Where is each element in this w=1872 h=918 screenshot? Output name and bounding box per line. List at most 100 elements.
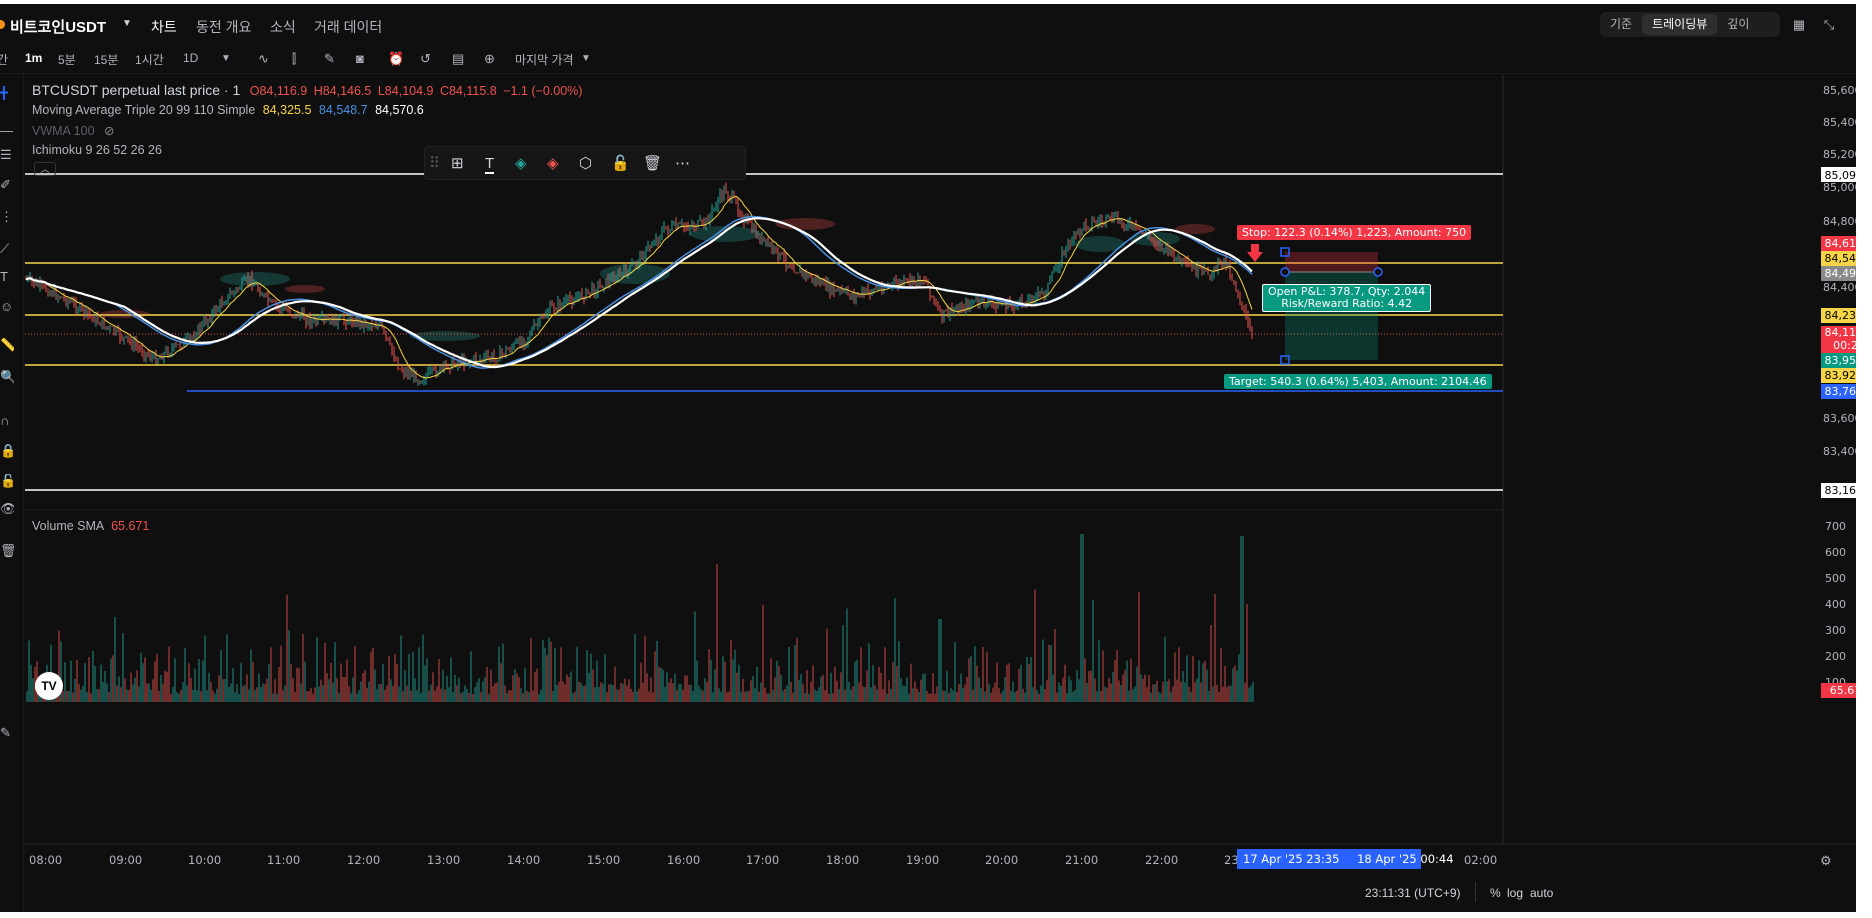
rr-text: Risk/Reward Ratio: 4.42 <box>1281 297 1413 310</box>
line-color-icon[interactable]: ◈ <box>547 155 559 172</box>
lock-drawing-icon[interactable]: 🔒 <box>0 444 14 458</box>
alarm-icon[interactable]: ⏰ <box>388 51 405 66</box>
price-tag-entry[interactable]: 84,494.5 <box>1821 266 1856 281</box>
chart-canvas[interactable] <box>25 74 1856 912</box>
pnl-tag[interactable]: Open P&L: 378.7, Qty: 2.044 Risk/Reward … <box>1262 284 1432 312</box>
chart-area[interactable]: BTCUSDT perpetual last price · 1 O84,116… <box>25 74 1856 912</box>
entry-handle[interactable] <box>1280 267 1290 277</box>
segment-tradingview[interactable]: 트레이딩뷰 <box>1642 14 1718 35</box>
trash-tool-icon[interactable]: 🗑 <box>0 544 14 558</box>
price-tag-target[interactable]: 83,954.2 <box>1821 353 1856 368</box>
fib-tool-icon[interactable]: ☰ <box>0 148 12 162</box>
edit-panel-icon[interactable]: ✎ <box>0 726 11 740</box>
text-tool-icon[interactable]: T <box>0 270 8 284</box>
price-tag-white-bottom[interactable]: 83,166.5 <box>1821 483 1856 498</box>
interval-1m[interactable]: 1m <box>25 51 43 65</box>
more-options-icon[interactable]: ⋯ <box>675 155 690 172</box>
price-tag-blue[interactable]: 83,765.6 <box>1821 384 1856 399</box>
interval-1d[interactable]: 1D <box>183 51 199 65</box>
trendline-tool-icon[interactable]: — <box>0 124 13 138</box>
add-circle-icon[interactable]: ⊕ <box>484 51 495 66</box>
camera-icon[interactable]: ◙ <box>356 51 364 66</box>
chart-settings-icon[interactable]: ⚙ <box>1820 853 1832 868</box>
fill-color-icon[interactable]: ◈ <box>515 155 527 172</box>
price-type-select[interactable]: 마지막 가격 <box>515 53 574 67</box>
price-axis-label: 85,000.0 <box>1823 181 1856 194</box>
segment-depth[interactable]: 깊이 <box>1727 17 1750 31</box>
templates-icon[interactable]: ⊞ <box>451 155 464 172</box>
target-tag[interactable]: Target: 540.3 (0.64%) 5,403, Amount: 210… <box>1224 374 1492 389</box>
settings-icon[interactable]: ⬡ <box>579 155 593 172</box>
delete-icon[interactable]: 🗑 <box>643 155 663 172</box>
projection-tool-icon[interactable]: ⟋ <box>0 242 10 256</box>
symbol-name[interactable]: 비트코인USDT <box>10 19 107 36</box>
auto-scale-toggle[interactable]: auto <box>1530 886 1554 900</box>
indicator-chart-icon[interactable]: ∿ <box>258 51 269 66</box>
eye-hidden-icon[interactable]: ⊘ <box>104 124 115 138</box>
drag-handle-icon[interactable]: ⠿ <box>429 155 440 172</box>
price-tag-yellow-1[interactable]: 84,549.5 <box>1821 251 1856 266</box>
interval-15m[interactable]: 15분 <box>94 53 119 67</box>
segment-basic[interactable]: 기준 <box>1610 17 1633 31</box>
replay-icon[interactable]: ↺ <box>420 51 431 66</box>
price-tag-last[interactable]: 84,115.8 00:27 <box>1821 326 1856 354</box>
pattern-tool-icon[interactable]: ⋮ <box>0 210 13 224</box>
price-tag-yellow-2[interactable]: 84,234.6 <box>1821 308 1856 323</box>
toolbar-cut-label: 간 <box>0 53 9 67</box>
time-axis-label: 14:00 <box>507 853 541 867</box>
collapse-legend-icon[interactable]: ︿ <box>34 162 56 176</box>
candle-type-icon[interactable]: ⫿ <box>292 51 297 66</box>
cloud-segment <box>775 218 835 230</box>
crosshair-tool-icon[interactable]: ╋ <box>0 86 8 100</box>
legend-title: BTCUSDT perpetual last price · 1 <box>32 82 241 98</box>
magnet-tool-icon[interactable]: ∩ <box>0 414 10 428</box>
legend-ma99-value: 84,548.7 <box>318 103 368 117</box>
grid-layout-icon[interactable]: ▦ <box>1792 17 1806 32</box>
price-tag-white-top[interactable]: 85,092.2 <box>1821 167 1856 182</box>
target-handle[interactable] <box>1280 355 1290 365</box>
price-tag-stop[interactable]: 84,616.8 <box>1821 236 1856 251</box>
stop-zone[interactable] <box>1285 252 1378 272</box>
zoom-tool-icon[interactable]: 🔍 <box>0 370 14 384</box>
interval-1h[interactable]: 1시간 <box>135 53 164 67</box>
tradingview-logo-icon[interactable]: TV <box>35 672 63 700</box>
drawing-tools-sidebar: ╋ — ☰ ✐ ⋮ ⟋ T ☺ 📏 🔍 ∩ 🔒 🔓 👁 🗑 ✎ <box>0 74 24 912</box>
ruler-tool-icon[interactable]: 📏 <box>0 338 14 352</box>
time-axis-label: 17:00 <box>746 853 780 867</box>
time-axis-label: 15:00 <box>587 853 621 867</box>
calendar-icon[interactable]: ▤ <box>452 51 465 66</box>
cloud-segment <box>1075 236 1125 252</box>
legend-ma20-value: 84,325.5 <box>262 103 312 117</box>
time-axis-label: 18:00 <box>826 853 860 867</box>
lock-all-icon[interactable]: 🔓 <box>0 474 14 488</box>
time-axis-label: 16:00 <box>667 853 701 867</box>
stop-tag[interactable]: Stop: 122.3 (0.14%) 1,223, Amount: 750 <box>1237 225 1472 240</box>
time-range-highlight[interactable]: 17 Apr '25 23:35 18 Apr '25 00:44 <box>1237 849 1454 869</box>
price-tag-yellow-3[interactable]: 83,927.3 <box>1821 368 1856 383</box>
emoji-tool-icon[interactable]: ☺ <box>0 300 14 314</box>
volume-axis-label: 700 <box>1825 520 1846 533</box>
view-mode-segmented: 기준 트레이딩뷰 깊이 <box>1600 12 1780 37</box>
ma110-line <box>25 217 1253 369</box>
price-type-dropdown-icon[interactable]: ▼ <box>581 53 591 64</box>
text-color-icon[interactable]: T <box>485 155 495 174</box>
eye-tool-icon[interactable]: 👁 <box>0 502 14 516</box>
nav-news[interactable]: 소식 <box>270 19 296 35</box>
fullscreen-icon[interactable]: ⤡ <box>1823 17 1835 32</box>
log-scale-toggle[interactable]: log <box>1507 886 1524 900</box>
interval-dropdown-icon[interactable]: ▼ <box>221 53 231 64</box>
pencil-icon[interactable]: ✎ <box>324 51 335 66</box>
nav-coin-overview[interactable]: 동전 개요 <box>196 19 252 35</box>
last-price-value: 84,115.8 <box>1824 326 1857 339</box>
width-handle[interactable] <box>1373 267 1383 277</box>
nav-chart[interactable]: 차트 <box>151 19 177 35</box>
clock-timezone[interactable]: 23:11:31 (UTC+9) <box>1365 886 1461 900</box>
stop-handle[interactable] <box>1280 247 1290 257</box>
nav-trading-data[interactable]: 거래 데이터 <box>314 19 383 35</box>
symbol-dropdown-icon[interactable]: ▼ <box>122 18 132 29</box>
percent-scale-toggle[interactable]: % <box>1490 886 1501 900</box>
brush-tool-icon[interactable]: ✐ <box>0 178 11 192</box>
interval-5m[interactable]: 5분 <box>58 53 76 67</box>
horizontal-lines[interactable] <box>25 173 1503 491</box>
lock-icon[interactable]: 🔓 <box>611 155 630 172</box>
